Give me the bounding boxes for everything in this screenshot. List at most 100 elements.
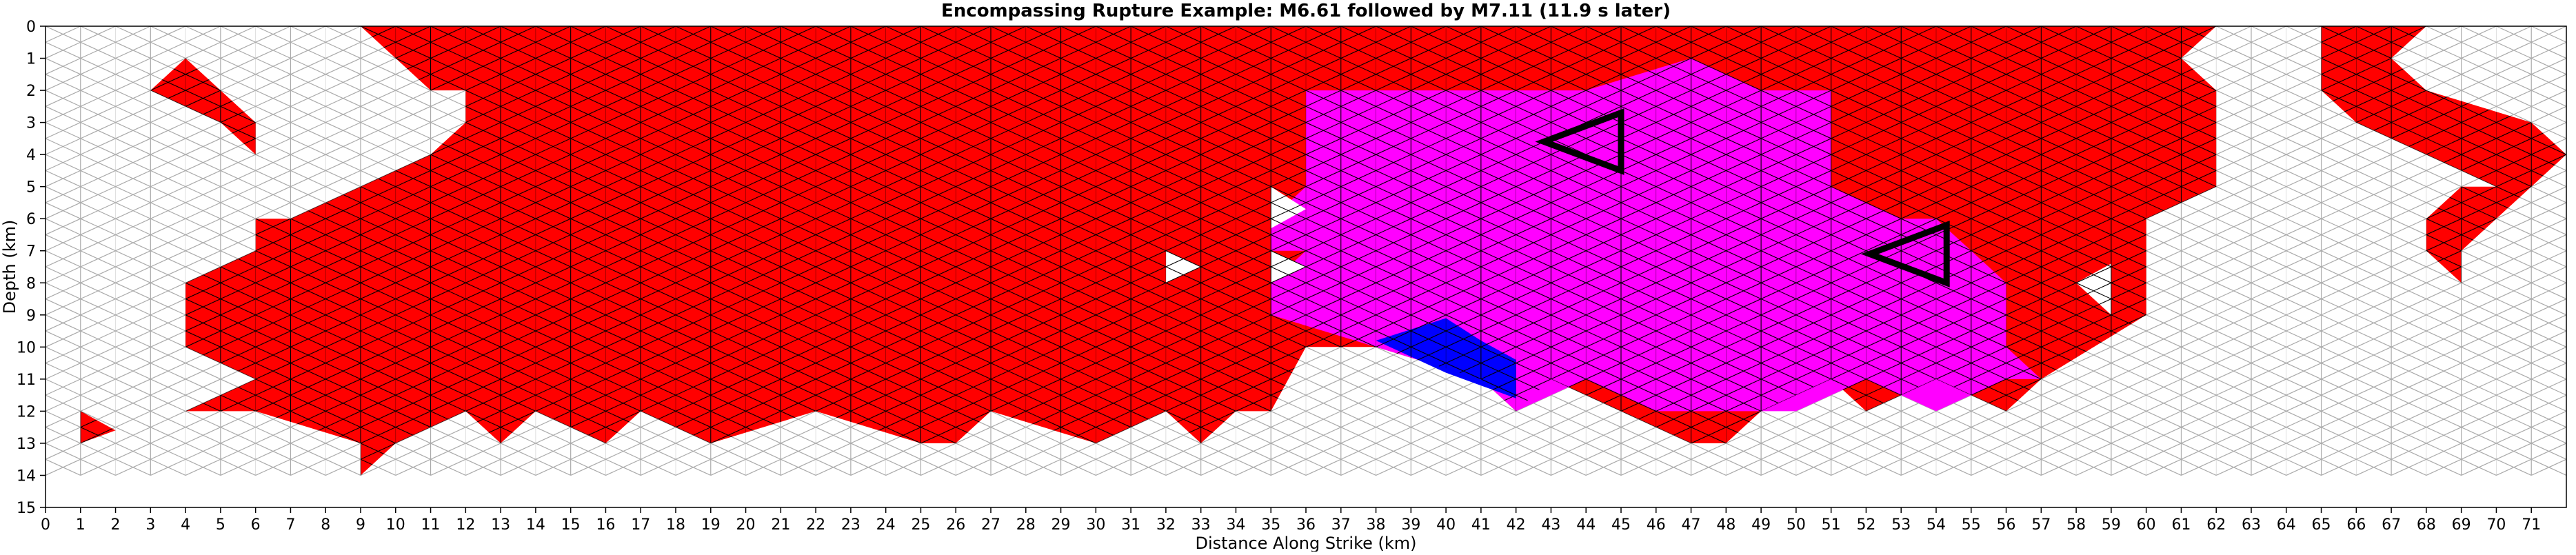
mesh-line xyxy=(2391,26,2566,107)
mesh-line xyxy=(46,330,361,476)
x-tick-label: 58 xyxy=(2066,516,2086,534)
x-tick-label: 28 xyxy=(1016,516,1036,534)
x-tick-label: 42 xyxy=(1507,516,1526,534)
mesh-line xyxy=(360,26,1342,476)
mesh-line xyxy=(80,26,431,476)
region-layer xyxy=(80,26,2566,476)
mesh-line xyxy=(1516,26,2497,476)
mesh-line xyxy=(290,26,1271,476)
mesh-line xyxy=(80,26,361,476)
mesh-line xyxy=(255,26,1236,476)
y-tick-label: 12 xyxy=(17,403,36,421)
x-tick-label: 51 xyxy=(1822,516,1841,534)
x-tick-label: 30 xyxy=(1086,516,1105,534)
x-tick-label: 39 xyxy=(1401,516,1420,534)
x-tick-label: 59 xyxy=(2102,516,2121,534)
mesh-line xyxy=(46,26,571,268)
x-tick-label: 2 xyxy=(111,516,121,534)
mesh-line xyxy=(46,26,221,107)
mesh-line xyxy=(850,26,1831,476)
x-tick-label: 44 xyxy=(1576,516,1596,534)
mesh-line xyxy=(781,26,1762,476)
mesh-line xyxy=(2181,298,2566,476)
mesh-line xyxy=(2496,26,2566,476)
mesh-line xyxy=(395,26,1376,476)
x-tick-label: 4 xyxy=(181,516,190,534)
mesh-line xyxy=(2215,26,2566,476)
mesh-line xyxy=(1726,90,2566,476)
x-tick-label: 47 xyxy=(1682,516,1701,534)
x-tick-label: 18 xyxy=(666,516,685,534)
mesh-line xyxy=(1935,186,2566,476)
x-tick-label: 5 xyxy=(216,516,225,534)
mesh-line xyxy=(46,26,431,203)
mesh-line xyxy=(1866,154,2566,476)
x-tick-label: 66 xyxy=(2346,516,2366,534)
x-tick-label: 20 xyxy=(736,516,756,534)
first-event-patch xyxy=(150,58,256,155)
mesh-line xyxy=(1025,26,2006,476)
y-tick-label: 7 xyxy=(26,243,36,261)
x-tick-label: 14 xyxy=(526,516,545,534)
mesh-line xyxy=(220,26,1201,476)
y-tick-label: 11 xyxy=(17,372,36,389)
mesh-line xyxy=(2356,26,2566,123)
unruptured-hole xyxy=(1271,250,1306,283)
mesh-line xyxy=(710,26,1691,476)
y-tick-label: 10 xyxy=(17,339,36,356)
mesh-line xyxy=(2181,26,2566,476)
x-tick-label: 69 xyxy=(2452,516,2471,534)
x-tick-label: 8 xyxy=(321,516,330,534)
y-tick-label: 1 xyxy=(26,51,36,68)
x-tick-label: 22 xyxy=(806,516,825,534)
first-event-patch xyxy=(2321,26,2566,283)
mesh-line xyxy=(920,26,1902,476)
mesh-line xyxy=(1900,170,2566,476)
mesh-line xyxy=(2146,26,2566,219)
x-tick-label: 33 xyxy=(1191,516,1211,534)
mesh-line xyxy=(745,26,1727,476)
mesh-line xyxy=(46,26,536,252)
mesh-line xyxy=(46,394,221,476)
mesh-line xyxy=(500,26,1482,476)
y-tick-label: 9 xyxy=(26,307,36,325)
marker-layer xyxy=(1535,108,1950,287)
x-tick-label: 34 xyxy=(1226,516,1245,534)
x-tick-label: 6 xyxy=(251,516,261,534)
x-tick-label: 9 xyxy=(356,516,365,534)
x-tick-label: 19 xyxy=(701,516,721,534)
x-tick-label: 64 xyxy=(2277,516,2296,534)
x-tick-label: 7 xyxy=(285,516,295,534)
x-tick-label: 65 xyxy=(2312,516,2331,534)
mesh-line xyxy=(150,26,1131,476)
mesh-line xyxy=(185,26,1167,476)
mesh-line xyxy=(1585,26,2566,476)
unruptured-hole xyxy=(1271,186,1306,229)
y-tick-label: 8 xyxy=(26,275,36,292)
mesh-line xyxy=(80,26,536,476)
x-tick-label: 56 xyxy=(1997,516,2016,534)
mesh-line xyxy=(80,26,396,476)
mesh-line xyxy=(2566,26,2576,475)
x-tick-label: 62 xyxy=(2206,516,2226,534)
mesh-line xyxy=(535,26,1516,476)
y-tick-label: 5 xyxy=(26,179,36,196)
hypocenter-marker xyxy=(1860,221,1950,287)
y-tick-label: 6 xyxy=(26,211,36,228)
x-tick-label: 17 xyxy=(631,516,650,534)
x-tick-label: 29 xyxy=(1051,516,1071,534)
mesh-line xyxy=(46,346,326,476)
x-tick-label: 35 xyxy=(1261,516,1280,534)
mesh-line xyxy=(2006,218,2566,476)
mesh-line xyxy=(2251,26,2566,476)
x-tick-label: 13 xyxy=(491,516,510,534)
mesh-line xyxy=(1096,26,2077,476)
mesh-line xyxy=(80,26,816,476)
mesh-line xyxy=(1060,26,2042,476)
x-axis-label: Distance Along Strike (km) xyxy=(1195,534,1416,552)
x-tick-label: 57 xyxy=(2031,516,2051,534)
mesh-line xyxy=(2146,282,2566,476)
